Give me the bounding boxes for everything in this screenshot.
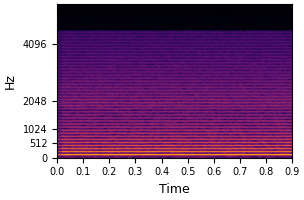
X-axis label: Time: Time bbox=[159, 183, 190, 196]
Y-axis label: Hz: Hz bbox=[4, 73, 17, 89]
